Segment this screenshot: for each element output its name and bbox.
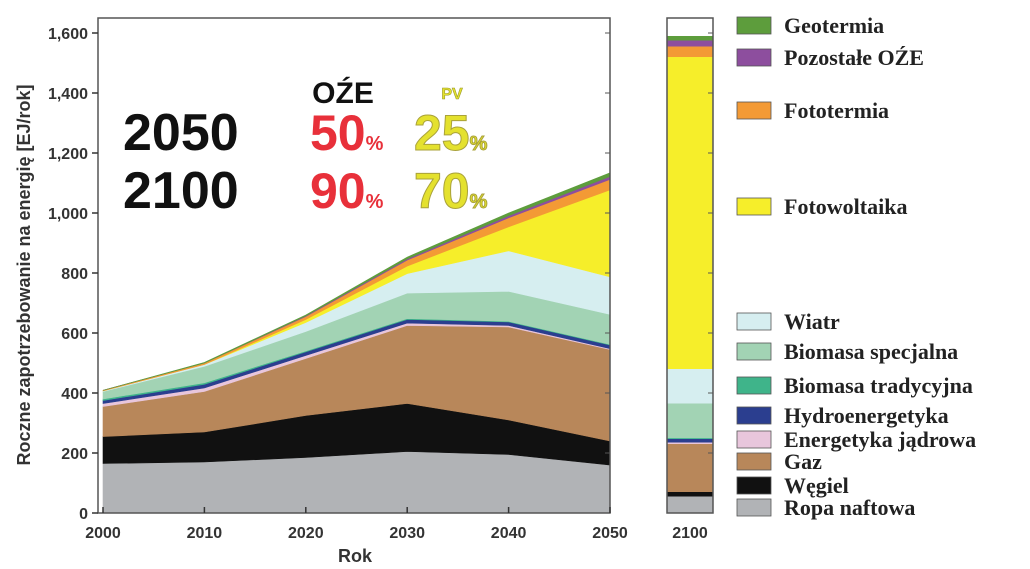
main-plot-area [97,17,611,514]
bar-2100-fotowoltaika [667,57,713,369]
legend-label-energetyka-jadrowa: Energetyka jądrowa [784,427,976,452]
y-tick-label: 1,200 [48,146,88,163]
y-tick-label: 1,600 [48,26,88,43]
bar-2100-geotermia [667,36,713,41]
legend-swatch-biomasa-specjalna [736,342,772,361]
x-tick-label: 2000 [85,525,121,542]
legend-swatch-pozosta-e-oze [736,48,772,67]
y-tick-label: 200 [61,446,88,463]
year-label-2050: 2050 [123,104,239,162]
bar-2100-wegiel [667,492,713,497]
pv-pct-sign: % [470,191,488,213]
legend-swatch-wiatr [736,312,772,331]
oze-header: OŹE [312,76,374,110]
x-tick-label: 2020 [288,525,324,542]
pv-pct-sign: % [470,133,488,155]
legend-label-fototermia: Fototermia [784,98,889,123]
legend-swatch-biomasa-tradycyjna [736,376,772,395]
oze-pct-sign: % [366,191,384,213]
y-tick-label: 1,400 [48,86,88,103]
legend-swatch-geotermia [736,16,772,35]
x-axis-label: Rok [338,546,373,566]
legend-swatch-fototermia [736,101,772,120]
bar-2100-wiatr [667,369,713,404]
legend-label-fotowoltaika: Fotowoltaika [784,194,907,219]
legend-swatch-wegiel [736,476,772,495]
bar-2100-biomasa-specjalna [667,403,713,438]
bar-2100-biomasa-tradycyjna [667,438,713,439]
legend-label-pozosta-e-oze: Pozostałe OŹE [784,45,924,70]
y-tick-label: 600 [61,326,88,343]
legend-swatch-energetyka-jadrowa [736,430,772,449]
year-label-2100: 2100 [123,162,239,220]
legend-label-wiatr: Wiatr [784,309,840,334]
x-tick-label-2100: 2100 [672,525,708,542]
side-frame [666,17,714,514]
bar-2100-ropa-naftowa [667,496,713,513]
y-tick-label: 400 [61,386,88,403]
bar-2100-pozosta-e-oze [667,40,713,47]
axes: 0 200 400 600 800 1,000 1,200 1,400 1,600 2000 201… [48,26,713,542]
bar-2100-fototermia [667,46,713,57]
legend-label-geotermia: Geotermia [784,13,884,38]
x-tick-label: 2030 [389,525,425,542]
y-axis-label: Roczne zapotrzebowanie na energię [EJ/ro… [14,84,34,465]
plot-frame [97,17,611,514]
y-tick-label: 800 [61,266,88,283]
bar-2100-hydroenergetyka [667,438,713,443]
legend-label-hydroenergetyka: Hydroenergetyka [784,403,949,428]
bar-2100-energetyka-jadrowa [667,442,713,444]
side-plot-2100 [666,17,714,514]
oze-value-2100: 90% [310,163,384,219]
legend-label-ropa-naftowa: Ropa naftowa [784,495,915,520]
legend-swatch-ropa-naftowa [736,498,772,517]
legend-label-wegiel: Węgiel [784,473,849,498]
x-tick-label: 2050 [592,525,628,542]
x-tick-label: 2040 [491,525,527,542]
oze-pct-sign: % [366,133,384,155]
legend-swatch-gaz [736,452,772,471]
legend-swatch-hydroenergetyka [736,406,772,425]
legend-label-biomasa-specjalna: Biomasa specjalna [784,339,958,364]
y-tick-label: 0 [79,506,88,523]
legend-swatch-fotowoltaika [736,197,772,216]
legend-label-biomasa-tradycyjna: Biomasa tradycyjna [784,373,973,398]
x-tick-label: 2010 [187,525,223,542]
bar-2100-gaz [667,444,713,492]
y-tick-label: 1,000 [48,206,88,223]
legend-label-gaz: Gaz [784,449,822,474]
pv-header: PV [441,86,463,103]
